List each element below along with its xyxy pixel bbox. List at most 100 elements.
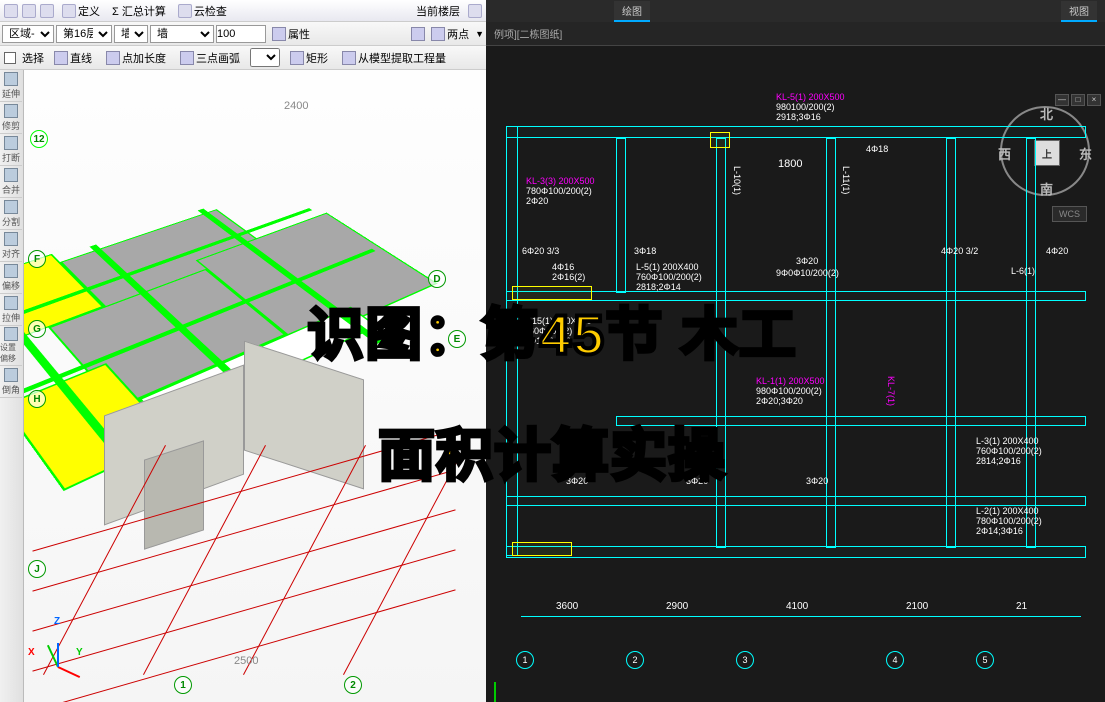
l15-bar2: 2Φ14;2Φ16 [524, 336, 571, 346]
wall-bottom [506, 546, 1086, 558]
axis-widget[interactable]: X Y Z [32, 622, 82, 672]
vtool-extend[interactable]: 延伸 [0, 70, 22, 102]
gridlabel-12: 12 [30, 130, 48, 148]
gridlabel-2: 2 [344, 676, 362, 694]
kl3-name: KL-3(3) 200X500 [526, 176, 595, 186]
wall-top [506, 126, 1086, 138]
shape-select[interactable] [250, 48, 280, 67]
kl3-bar2: 2Φ20 [526, 196, 548, 206]
dim-4100: 4100 [786, 601, 808, 612]
vtool-align[interactable]: 对齐 [0, 230, 22, 262]
axis-1: 1 [516, 651, 534, 669]
select-checkbox[interactable] [4, 52, 16, 64]
max-icon[interactable]: □ [1071, 94, 1085, 106]
extract-button[interactable]: 从模型提取工程量 [338, 48, 450, 68]
col-y2 [512, 542, 572, 556]
element-select[interactable]: 墙 [114, 25, 148, 43]
gridlabel-D: D [428, 270, 446, 288]
vtool-setoffset[interactable]: 设置偏移 [0, 326, 22, 366]
kl3-bar1: 780Φ100/200(2) [526, 186, 592, 196]
wall-h3 [506, 496, 1086, 506]
cloud-check-button[interactable]: 云检查 [174, 1, 231, 21]
l5-name: L-5(1) 200X400 [636, 262, 699, 272]
pointlength-button[interactable]: 点加长度 [102, 48, 170, 68]
min-icon[interactable]: — [1055, 94, 1069, 106]
floor-select[interactable]: 第16层 [56, 25, 112, 43]
line-button[interactable]: 直线 [50, 48, 96, 68]
l2-name: L-2(1) 200X400 [976, 506, 1039, 516]
redo-icon[interactable] [40, 4, 54, 18]
l10: L-10(1) [732, 166, 742, 195]
3d-viewport[interactable]: 2400 G H J F D E 12 1 2 2500 [24, 70, 486, 702]
twopoint-button[interactable]: 两点 [427, 24, 473, 44]
cad-filebar: 例项][二栋图纸] [486, 22, 1105, 46]
menubar: 定义 Σ 汇总计算 云检查 当前楼层 [0, 0, 486, 22]
arc3-button[interactable]: 三点画弧 [176, 48, 244, 68]
wall-h1 [506, 291, 1086, 301]
kl1-bar1: 980Φ100/200(2) [756, 386, 822, 396]
mark-5b: 9Φ0Φ10/200(2) [776, 268, 839, 278]
wall-h2 [616, 416, 1086, 426]
l2-bar2: 2Φ14;3Φ16 [976, 526, 1023, 536]
layer-dropdown-icon[interactable] [468, 4, 482, 18]
mark-2b: 2Φ16(2) [552, 272, 585, 282]
wall-left [506, 126, 518, 556]
mark-4: 4Φ18 [866, 144, 888, 154]
vtool-offset[interactable]: 偏移 [0, 262, 22, 294]
mark-1800: 1800 [778, 158, 802, 170]
rect-button[interactable]: 矩形 [286, 48, 332, 68]
wall-v2 [716, 138, 726, 548]
dim-21: 21 [1016, 601, 1027, 612]
kl1-name: KL-1(1) 200X500 [756, 376, 825, 386]
vertical-toolbar: 延伸 修剪 打断 合并 分割 对齐 偏移 拉伸 设置偏移 倒角 [0, 70, 24, 702]
gridlabel-1: 1 [174, 676, 192, 694]
l3-name: L-3(1) 200X400 [976, 436, 1039, 446]
subtype-select[interactable]: 墙 [150, 25, 214, 43]
current-layer-label: 当前楼层 [412, 1, 464, 21]
attributes-button[interactable]: 属性 [268, 24, 314, 44]
value-input[interactable] [216, 25, 266, 43]
dim-3600: 3600 [556, 601, 578, 612]
kl1-bar2: 2Φ20;3Φ20 [756, 396, 803, 406]
mark-3: 3Φ18 [634, 246, 656, 256]
view-cube[interactable]: 上 北 南 东 西 [1000, 106, 1090, 196]
select-label: 选择 [22, 50, 44, 66]
mark-2: 4Φ16 [552, 262, 574, 272]
dimline [521, 616, 1081, 617]
right-cad-app: 绘图 视图 例项][二栋图纸] — □ × 上 北 南 东 西 WCS [486, 0, 1105, 702]
draw-tab[interactable]: 绘图 [614, 1, 650, 22]
undo-icon[interactable] [22, 4, 36, 18]
close-icon[interactable]: × [1087, 94, 1101, 106]
save-icon[interactable] [4, 4, 18, 18]
l6: L-6(1) [1011, 266, 1035, 276]
l3-bar2: 2814;2Φ16 [976, 456, 1021, 466]
vtool-chamfer[interactable]: 倒角 [0, 366, 22, 398]
col-y3 [710, 132, 730, 148]
dim-2500: 2500 [234, 655, 258, 667]
col-y1 [512, 286, 592, 300]
vtool-merge[interactable]: 合并 [0, 166, 22, 198]
vtool-trim[interactable]: 修剪 [0, 102, 22, 134]
wcs-label[interactable]: WCS [1052, 206, 1087, 222]
tool-icon-1[interactable] [411, 27, 425, 41]
dim-2900: 2900 [666, 601, 688, 612]
context-toolbar: 区域-1 第16层 墙 墙 属性 两点 ▼ [0, 22, 486, 46]
view-tab[interactable]: 视图 [1061, 1, 1097, 22]
kl7: KL-7(1) [886, 376, 896, 406]
l5-bar2: 2818;2Φ14 [636, 282, 681, 292]
gridlabel-H: H [28, 390, 46, 408]
define-button[interactable]: 定义 [58, 1, 104, 21]
cad-viewport[interactable]: — □ × 上 北 南 东 西 WCS KL- [486, 46, 1105, 702]
axis-2: 2 [626, 651, 644, 669]
vtool-break[interactable]: 打断 [0, 134, 22, 166]
sum-button[interactable]: Σ 汇总计算 [108, 1, 170, 21]
axis-4: 4 [886, 651, 904, 669]
cad-titlebar: 绘图 视图 [486, 0, 1105, 22]
gridlabel-F: F [28, 250, 46, 268]
grid-plane [24, 490, 486, 702]
vtool-stretch[interactable]: 拉伸 [0, 294, 22, 326]
vtool-split[interactable]: 分割 [0, 198, 22, 230]
l15-bar1: 760Φ200(2) [524, 326, 572, 336]
mark-6: 4Φ20 3/2 [941, 246, 978, 256]
region-select[interactable]: 区域-1 [2, 25, 54, 43]
